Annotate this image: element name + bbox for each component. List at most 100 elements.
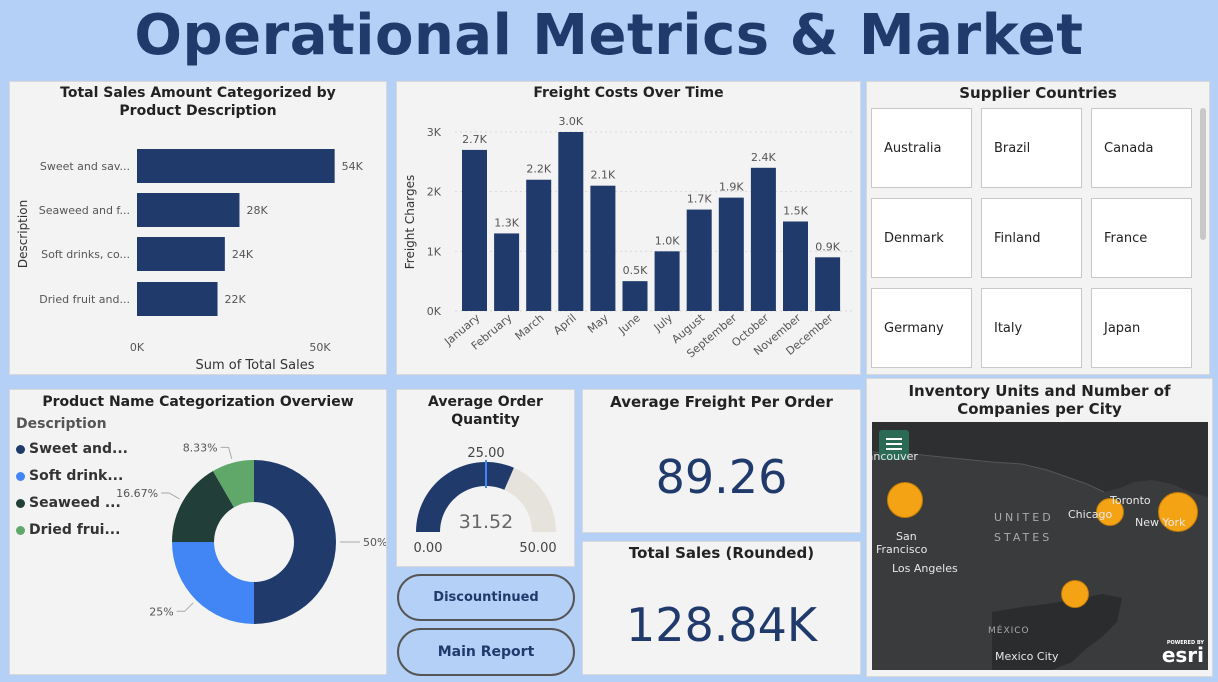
legend-dot-2 [16, 498, 25, 508]
data-label-september: 1.9K [719, 181, 744, 194]
map-menu-button[interactable] [879, 430, 909, 460]
data-label-may: 2.1K [591, 169, 616, 182]
bar-may [590, 185, 616, 311]
category-label-2: Soft drinks, co... [41, 248, 130, 261]
product-categorization-title: Product Name Categorization Overview [42, 394, 354, 410]
product-categorization-donut: 50% 25% 16.67% 8.33% [116, 441, 386, 624]
country-tile-denmark[interactable]: Denmark [871, 198, 972, 278]
donut-label-1: 25% [149, 605, 173, 618]
map-bubble-new-york[interactable] [1158, 492, 1198, 532]
map-label-united: UNITED [994, 511, 1054, 524]
bar-3 [137, 282, 218, 316]
donut-slice-2 [172, 470, 235, 542]
y-tick-1: 1K [427, 245, 442, 258]
x-axis-title: Sum of Total Sales [195, 358, 314, 373]
bar-september [718, 197, 744, 311]
legend-item-1[interactable]: Soft drink... [16, 468, 123, 484]
country-tile-japan[interactable]: Japan [1091, 288, 1192, 368]
map-canvas[interactable]: Vancouver San Francisco Los Angeles UNIT… [872, 422, 1208, 670]
avg-order-quantity-panel: Average Order Quantity 25.00 31.52 0.00 50.… [396, 389, 575, 567]
data-label-august: 1.7K [687, 193, 712, 206]
esri-wordmark: esri [1161, 643, 1204, 667]
map-bubble-chicago[interactable] [1096, 498, 1124, 526]
data-label-june: 0.5K [623, 264, 648, 277]
country-tile-germany[interactable]: Germany [871, 288, 972, 368]
legend-label-1: Soft drink... [29, 468, 124, 484]
gauge-min-label: 0.00 [414, 541, 443, 556]
inventory-map-title: Inventory Units and Number of Companies … [908, 382, 1171, 418]
map-label-san-francisco-1: San [896, 530, 917, 543]
total-sales-panel: Total Sales (Rounded) 128.84K [582, 541, 861, 675]
y-axis-title: Freight Charges [403, 175, 417, 269]
data-label-0: 54K [342, 160, 364, 173]
x-tick-may: May [585, 311, 611, 336]
page-title: Operational Metrics & Market Analysis [134, 3, 1084, 140]
legend-item-3[interactable]: Dried frui... [16, 522, 120, 538]
map-label-mexico: MÉXICO [988, 626, 1030, 636]
y-tick-2: 2K [427, 186, 442, 199]
country-tile-brazil[interactable]: Brazil [981, 108, 1082, 188]
country-tile-france[interactable]: France [1091, 198, 1192, 278]
legend-dot-0 [16, 444, 25, 454]
x-tick-1: 50K [309, 341, 331, 354]
x-tick-april: April [551, 311, 579, 337]
bar-april [558, 132, 584, 311]
legend-label-2: Seaweed ... [29, 495, 121, 511]
esri-logo: POWERED BY esri [1161, 640, 1204, 667]
hamburger-icon [886, 438, 902, 440]
total-sales-value: 128.84K [625, 598, 818, 652]
x-tick-march: March [513, 311, 547, 343]
main-report-button[interactable]: Main Report [397, 628, 575, 676]
avg-order-quantity-gauge: 25.00 31.52 0.00 50.00 [414, 446, 557, 556]
y-tick-3: 3K [427, 126, 442, 139]
product-categorization-panel: Product Name Categorization Overview Des… [9, 389, 387, 675]
category-label-3: Dried fruit and... [39, 293, 130, 306]
data-label-december: 0.9K [815, 240, 840, 253]
slicer-scrollbar[interactable] [1200, 108, 1206, 240]
country-tile-finland[interactable]: Finland [981, 198, 1082, 278]
bar-august [686, 209, 712, 311]
bar-october [750, 167, 776, 311]
x-tick-0: 0K [130, 341, 145, 354]
data-label-november: 1.5K [783, 205, 808, 218]
map-bubble-houston[interactable] [1061, 580, 1089, 608]
avg-freight-value: 89.26 [655, 450, 788, 504]
y-axis-title: Description [16, 200, 30, 268]
sales-by-description-title: Total Sales Amount Categorized by Produc… [60, 85, 336, 119]
x-tick-july: July [651, 311, 676, 335]
category-label-0: Sweet and sav... [40, 160, 130, 173]
data-label-2: 24K [232, 248, 254, 261]
bar-january [462, 149, 487, 311]
discontinued-products-button[interactable]: Discountinued Products [397, 574, 575, 648]
freight-costs-panel: Freight Costs Over Time 0K 1K 2K 3K 2.7K Janu… [396, 81, 861, 375]
legend-item-2[interactable]: Seaweed ... [16, 495, 121, 511]
map-label-mexico-city: Mexico City [995, 650, 1059, 663]
data-label-february: 1.3K [494, 216, 519, 229]
avg-freight-title: Average Freight Per Order [610, 393, 833, 411]
bar-march [526, 179, 552, 311]
map-label-chicago: Chicago [1068, 508, 1113, 521]
legend-item-0[interactable]: Sweet and... [16, 441, 128, 457]
map-bubble-vancouver[interactable] [887, 482, 923, 518]
country-tile-italy[interactable]: Italy [981, 288, 1082, 368]
map-label-new-york: New York [1135, 516, 1186, 529]
map-label-vancouver: Vancouver [872, 450, 918, 463]
donut-slice-3 [213, 460, 254, 508]
data-label-march: 2.2K [526, 163, 551, 176]
bar-1 [137, 193, 240, 227]
sales-by-description-panel: Total Sales Amount Categorized by Produc… [9, 81, 387, 375]
inventory-map-panel: Inventory Units and Number of Companies … [866, 378, 1213, 677]
country-tile-canada[interactable]: Canada [1091, 108, 1192, 188]
map-label-los-angeles: Los Angeles [892, 562, 958, 575]
country-tile-australia[interactable]: Australia [871, 108, 972, 188]
legend-label-3: Dried frui... [29, 522, 121, 538]
donut-slice-0 [254, 460, 336, 624]
bar-2 [137, 237, 225, 271]
freight-costs-chart: 0K1K2K3K2.7KJanuary1.3KFebruary2.2KMarch… [403, 115, 854, 360]
data-label-october: 2.4K [751, 151, 776, 164]
donut-leader-3 [220, 446, 233, 460]
legend-dot-3 [16, 525, 25, 535]
donut-label-3: 8.33% [183, 441, 218, 454]
supplier-countries-panel: Supplier Countries Australia Brazil Canada… [866, 81, 1210, 375]
category-label-1: Seaweed and f... [39, 204, 130, 217]
